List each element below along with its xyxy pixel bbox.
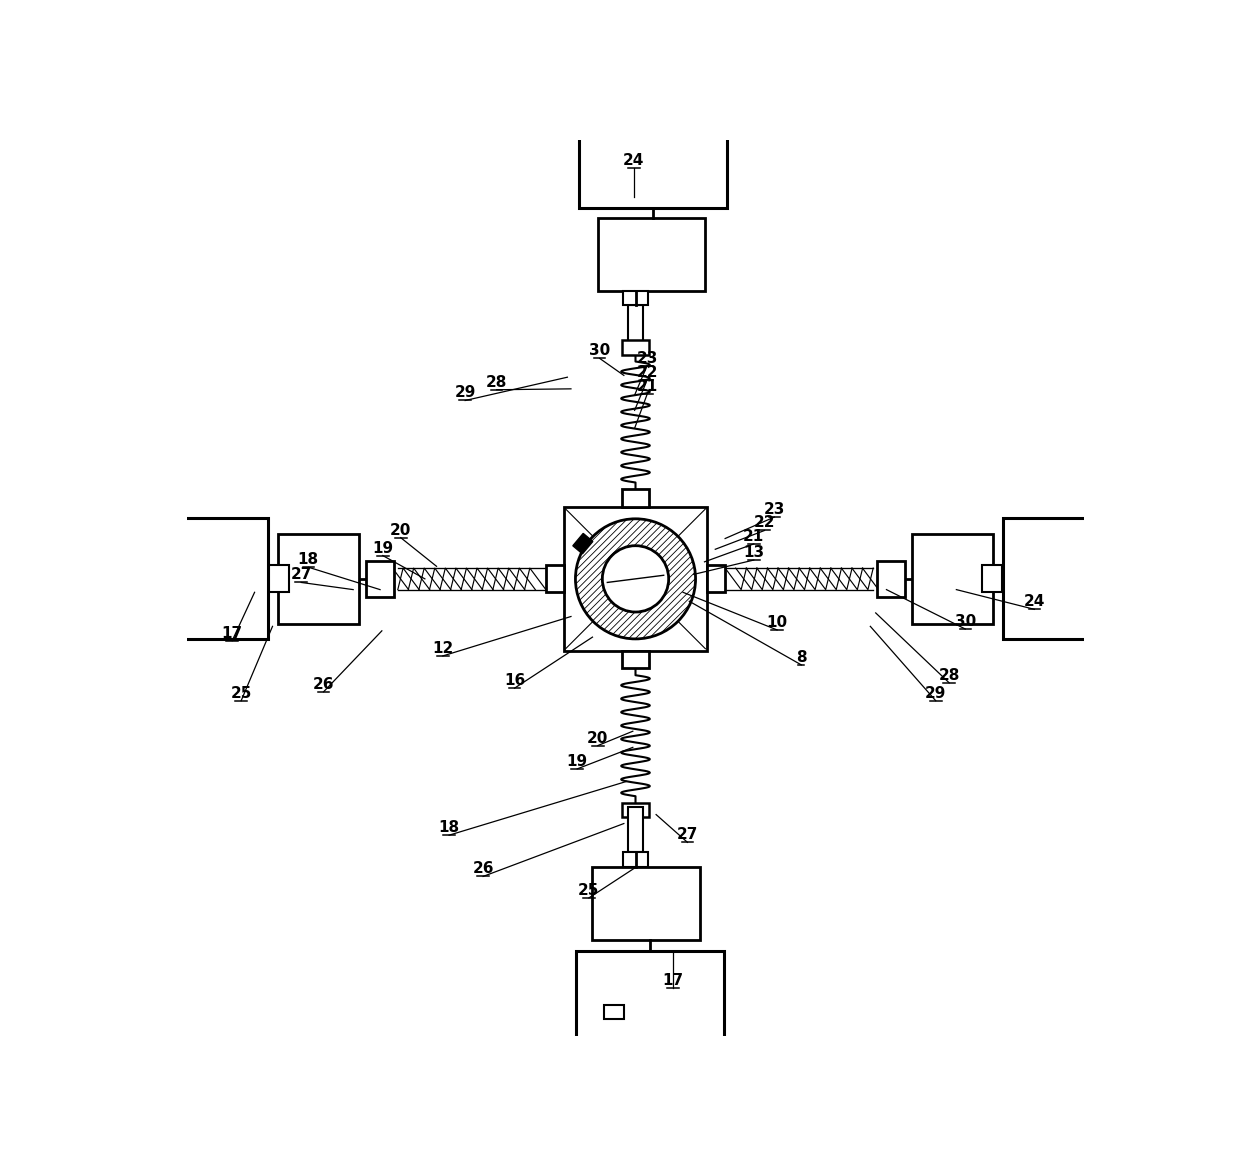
Text: 20: 20 [588, 731, 609, 746]
Text: 26: 26 [312, 676, 335, 691]
Text: 12: 12 [433, 641, 454, 656]
Bar [604, 1005, 624, 1018]
Bar [546, 566, 564, 592]
Bar [622, 340, 649, 355]
Text: 8: 8 [796, 650, 807, 665]
Text: 20: 20 [391, 523, 412, 538]
Bar [622, 852, 649, 866]
Text: 17: 17 [222, 626, 243, 640]
Bar [877, 561, 905, 597]
Text: 23: 23 [764, 502, 785, 517]
Text: 21: 21 [743, 528, 764, 544]
Text: 25: 25 [578, 883, 600, 897]
Text: 19: 19 [372, 540, 393, 555]
Text: 21: 21 [636, 379, 657, 395]
Text: 22: 22 [754, 516, 775, 531]
Text: 30: 30 [955, 615, 976, 629]
Bar [982, 566, 1002, 592]
Text: 18: 18 [439, 821, 460, 836]
Text: 27: 27 [677, 828, 698, 843]
Bar [278, 534, 358, 624]
Bar [598, 218, 706, 291]
Bar [622, 803, 649, 817]
Bar [707, 566, 725, 592]
Text: 26: 26 [472, 861, 494, 876]
Circle shape [575, 519, 696, 639]
Text: 27: 27 [290, 567, 312, 582]
Bar [366, 561, 394, 597]
Text: 22: 22 [636, 364, 658, 379]
Text: 24: 24 [622, 154, 645, 169]
Text: 28: 28 [939, 668, 960, 683]
Bar [629, 305, 642, 350]
Bar [593, 866, 701, 941]
Text: 19: 19 [567, 754, 588, 769]
Bar [579, 87, 728, 208]
Text: 25: 25 [231, 686, 252, 701]
Text: 28: 28 [486, 375, 507, 390]
Bar [622, 651, 649, 668]
Bar [269, 566, 289, 592]
Text: 29: 29 [925, 686, 946, 701]
Bar [575, 951, 724, 1072]
Bar [1002, 518, 1123, 639]
Text: 16: 16 [503, 673, 525, 688]
Text: 18: 18 [298, 552, 319, 567]
Text: 23: 23 [636, 350, 658, 365]
Text: 30: 30 [589, 343, 610, 359]
Bar [913, 534, 993, 624]
Bar [622, 489, 649, 508]
Text: 10: 10 [766, 615, 787, 630]
Bar [564, 508, 707, 651]
Bar [622, 291, 649, 305]
Text: 24: 24 [1024, 595, 1045, 609]
Text: 29: 29 [455, 385, 476, 400]
Bar [148, 518, 269, 639]
Bar [573, 533, 593, 554]
Text: 17: 17 [662, 973, 683, 987]
Circle shape [603, 546, 668, 612]
Text: 13: 13 [743, 545, 764, 560]
Bar [629, 808, 642, 852]
